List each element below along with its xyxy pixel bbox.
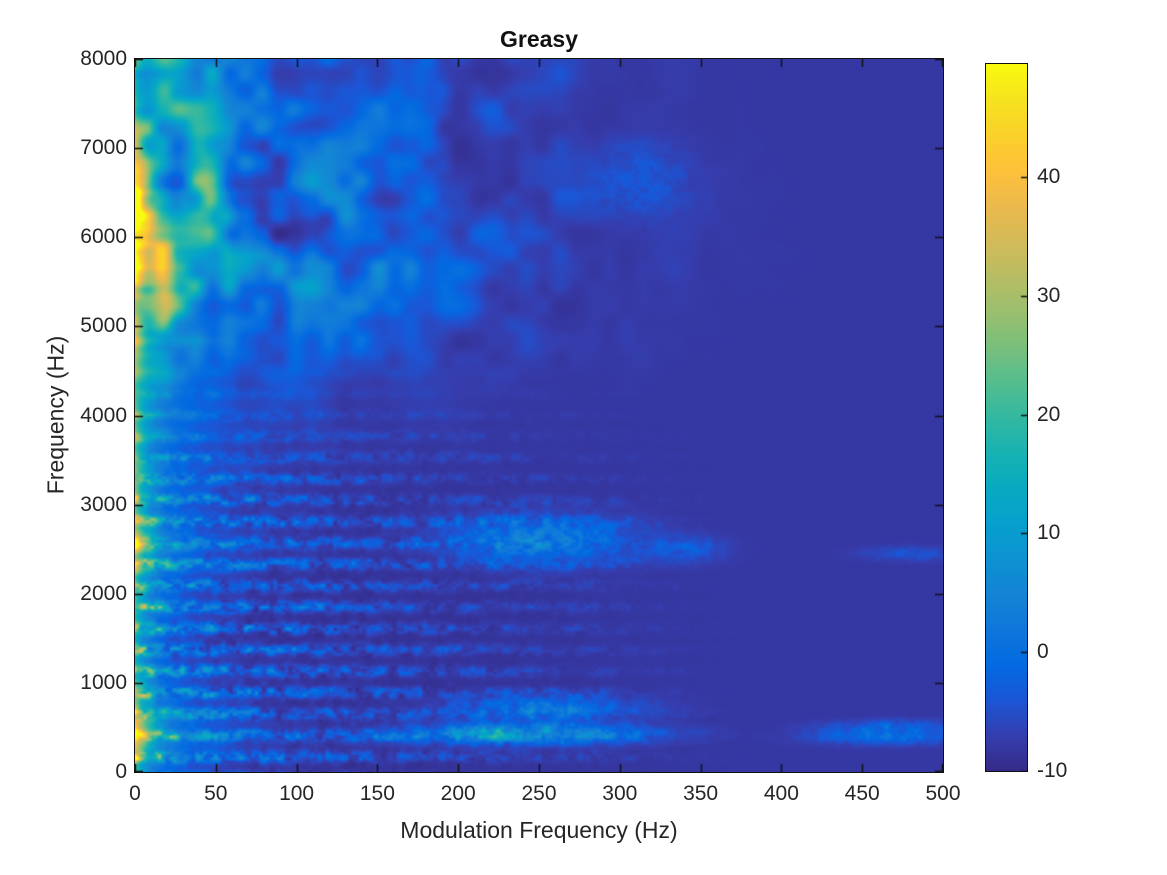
- y-tick-label: 0: [115, 760, 127, 783]
- y-tick-label: 8000: [80, 47, 127, 70]
- colorbar-tick-label: 30: [1037, 283, 1061, 307]
- y-tick-label: 6000: [80, 225, 127, 249]
- x-tick-label: 450: [844, 782, 880, 805]
- x-tick-label: 0: [129, 782, 141, 805]
- colorbar-canvas: [986, 64, 1027, 771]
- x-tick-label: 50: [204, 782, 228, 805]
- colorbar-tick-label: 0: [1037, 640, 1049, 664]
- x-tick-label: 250: [521, 782, 557, 805]
- colorbar-tick-label: 40: [1037, 164, 1061, 188]
- x-tick-label: 150: [359, 782, 395, 805]
- colorbar-tick-label: 20: [1037, 402, 1061, 426]
- x-tick-label: 100: [279, 782, 315, 805]
- y-tick-label: 5000: [80, 314, 127, 338]
- x-tick-label: 300: [602, 782, 638, 805]
- y-tick-label: 4000: [80, 403, 127, 427]
- y-tick-label: 7000: [80, 136, 127, 160]
- y-tick-label: 1000: [80, 670, 127, 694]
- x-tick-label: 500: [925, 782, 961, 805]
- x-tick-label: 200: [440, 782, 476, 805]
- chart-title: Greasy: [499, 26, 578, 52]
- x-axis-label: Modulation Frequency (Hz): [400, 817, 678, 843]
- y-tick-label: 3000: [80, 492, 127, 516]
- colorbar-tick-label: 10: [1037, 521, 1061, 545]
- plot-area: [134, 58, 944, 773]
- y-axis-label: Frequency (Hz): [42, 335, 69, 495]
- heatmap-canvas: [135, 59, 943, 772]
- x-tick-label: 350: [683, 782, 719, 805]
- colorbar-tick-label: -10: [1037, 759, 1068, 782]
- colorbar: [985, 63, 1028, 772]
- y-tick-label: 2000: [80, 581, 127, 605]
- x-tick-label: 400: [763, 782, 799, 805]
